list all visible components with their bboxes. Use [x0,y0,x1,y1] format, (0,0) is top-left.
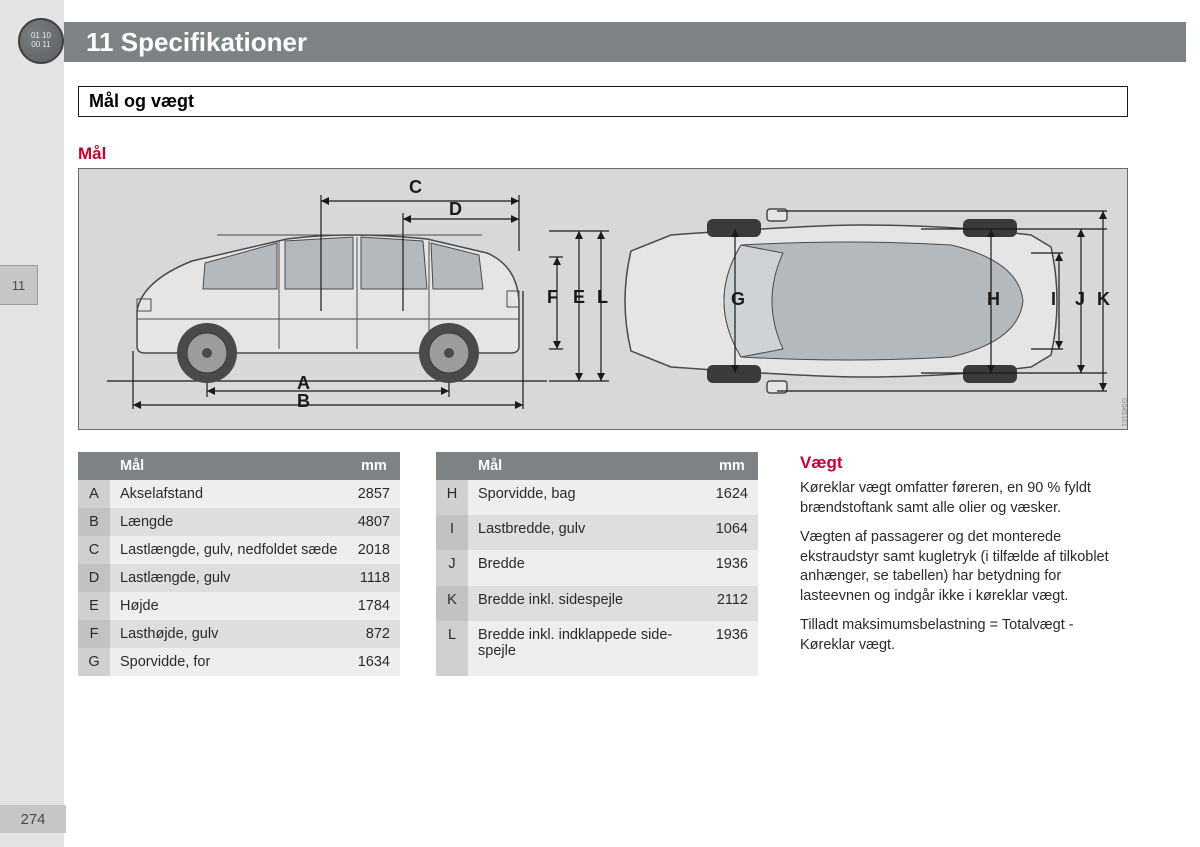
row-label: Lasthøjde, gulv [110,620,348,648]
dim-label-K: K [1097,289,1110,310]
section-title-text: Mål og vægt [89,91,194,111]
car-side-view [107,191,547,411]
t1-header-unit: mm [348,452,400,480]
dim-label-F: F [547,287,558,308]
chapter-icon-row2: 00 11 [31,41,51,50]
table-row: EHøjde1784 [78,592,400,620]
t1-body: AAkselafstand2857BLængde4807CLastlængde,… [78,480,400,676]
row-value: 1936 [706,550,758,585]
row-letter: B [78,508,110,536]
car-top-view [611,191,1111,411]
table-row: BLængde4807 [78,508,400,536]
dim-label-B: B [297,391,310,412]
row-value: 2112 [706,586,758,621]
page-number: 274 [0,805,66,833]
row-label: Lastbredde, gulv [468,515,706,550]
row-letter: E [78,592,110,620]
row-label: Bredde [468,550,706,585]
dimensions-diagram: G045161 [78,168,1128,430]
row-label: Bredde inkl. indklappede side-spejle [468,621,706,676]
table-row: AAkselafstand2857 [78,480,400,508]
page-number-label: 274 [20,811,45,828]
dim-label-I: I [1051,289,1056,310]
table-row: DLastlængde, gulv1118 [78,564,400,592]
row-value: 1634 [348,648,400,676]
dim-label-D: D [449,199,462,220]
row-label: Højde [110,592,348,620]
subheading-mal: Mål [78,144,106,164]
row-label: Lastlængde, gulv, nedfoldet sæde [110,536,348,564]
row-value: 1118 [348,564,400,592]
table-row: GSporvidde, for1634 [78,648,400,676]
table-row: JBredde1936 [436,550,758,585]
row-label: Længde [110,508,348,536]
dimensions-table-2: Mål mm HSporvidde, bag1624ILastbredde, g… [436,452,758,676]
table-row: CLastlængde, gulv, nedfoldet sæde2018 [78,536,400,564]
t2-header-blank [436,452,468,480]
table-row: HSporvidde, bag1624 [436,480,758,515]
row-value: 1064 [706,515,758,550]
row-label: Lastlængde, gulv [110,564,348,592]
dimensions-table-1: Mål mm AAkselafstand2857BLængde4807CLast… [78,452,400,676]
row-label: Sporvidde, bag [468,480,706,515]
table-row: ILastbredde, gulv1064 [436,515,758,550]
row-letter: J [436,550,468,585]
row-letter: H [436,480,468,515]
weight-paragraph-3: Tilladt maksimumsbelastning = Totalvægt … [800,616,1130,655]
weight-paragraph-2: Vægten af passagerer og det monterede ek… [800,528,1130,606]
t2-header-label: Mål [468,452,706,480]
table-row: KBredde inkl. sidespejle2112 [436,586,758,621]
row-label: Bredde inkl. sidespejle [468,586,706,621]
row-value: 1784 [348,592,400,620]
row-letter: K [436,586,468,621]
chapter-title: Specifikationer [121,27,307,58]
t2-header-unit: mm [706,452,758,480]
dim-label-L: L [597,287,608,308]
weight-heading: Vægt [800,452,1130,475]
t1-header-label: Mål [110,452,348,480]
diagram-credit: G045161 [1120,398,1127,427]
chapter-number: 11 [86,27,114,58]
dim-label-H: H [987,289,1000,310]
table-row: FLasthøjde, gulv872 [78,620,400,648]
row-value: 1936 [706,621,758,676]
section-title: Mål og vægt [78,86,1128,117]
row-letter: C [78,536,110,564]
row-value: 4807 [348,508,400,536]
row-letter: F [78,620,110,648]
dim-label-E: E [573,287,585,308]
row-value: 2018 [348,536,400,564]
t2-body: HSporvidde, bag1624ILastbredde, gulv1064… [436,480,758,676]
chapter-header-bar: 11 Specifikationer [64,22,1186,62]
side-tab-label: 11 [12,278,26,293]
chapter-icon: 01 10 00 11 [18,18,64,64]
side-tab: 11 [0,265,38,305]
row-letter: I [436,515,468,550]
table-row: LBredde inkl. indklappede side-spejle193… [436,621,758,676]
weight-paragraph-1: Køreklar vægt omfatter føreren, en 90 % … [800,479,1130,518]
row-label: Akselafstand [110,480,348,508]
t1-header-blank [78,452,110,480]
weight-column: Vægt Køreklar vægt omfatter føreren, en … [800,452,1130,665]
page-left-margin [0,0,64,847]
row-value: 1624 [706,480,758,515]
tables-row: Mål mm AAkselafstand2857BLængde4807CLast… [78,452,758,676]
dim-label-G: G [731,289,745,310]
dim-label-C: C [409,177,422,198]
row-value: 872 [348,620,400,648]
row-value: 2857 [348,480,400,508]
row-letter: A [78,480,110,508]
row-letter: D [78,564,110,592]
row-letter: G [78,648,110,676]
row-label: Sporvidde, for [110,648,348,676]
dim-label-J: J [1075,289,1085,310]
row-letter: L [436,621,468,676]
